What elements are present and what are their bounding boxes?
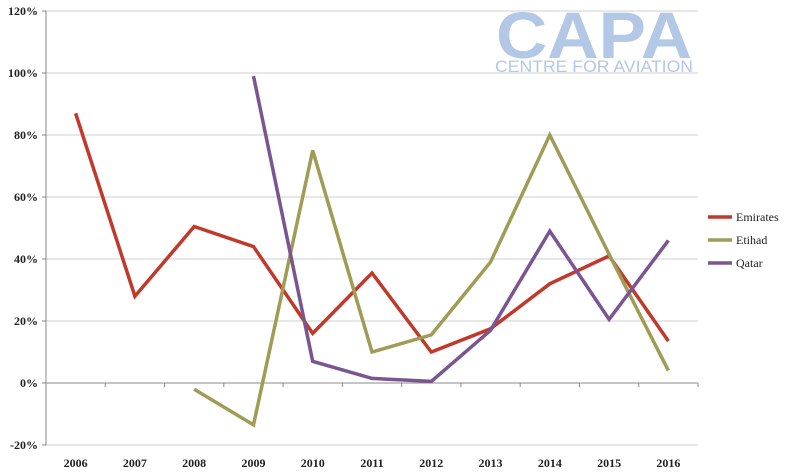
axes — [42, 10, 699, 446]
series-lines — [73, 75, 670, 428]
x-tick-label: 2010 — [301, 456, 325, 470]
x-tick-label: 2013 — [479, 456, 503, 470]
x-axis-ticks: 2006 2007 2008 2009 2010 2011 2012 2013 2014 2015… — [64, 456, 681, 470]
x-tick-label: 2012 — [419, 456, 443, 470]
legend-label-emirates: Emirates — [736, 210, 779, 224]
y-tick-label: -20% — [10, 438, 38, 452]
x-tick-label: 2009 — [241, 456, 265, 470]
y-tick-label: 80% — [14, 128, 38, 142]
y-axis-ticks: -20% 0% 20% 40% 60% 80% 100% 120% — [8, 4, 38, 452]
y-tick-label: 100% — [8, 66, 38, 80]
legend-label-qatar: Qatar — [736, 256, 763, 270]
x-tick-label: 2011 — [360, 456, 383, 470]
y-tick-label: 120% — [8, 4, 38, 18]
x-tick-label: 2006 — [64, 456, 88, 470]
series-line-etihad — [193, 130, 670, 428]
x-tick-label: 2007 — [123, 456, 147, 470]
gridlines — [46, 10, 698, 446]
y-tick-label: 40% — [14, 252, 38, 266]
y-tick-label: 20% — [14, 314, 38, 328]
y-tick-label: 0% — [20, 376, 38, 390]
y-tick-label: 60% — [14, 190, 38, 204]
legend-label-etihad: Etihad — [736, 233, 767, 247]
legend: Emirates Etihad Qatar — [708, 210, 779, 270]
x-tick-label: 2015 — [597, 456, 621, 470]
logo-main-text: CAPA — [496, 0, 692, 72]
series-line-qatar — [251, 75, 670, 384]
x-tick-label: 2014 — [538, 456, 562, 470]
capa-logo: CAPA CENTRE FOR AVIATION — [495, 0, 693, 76]
x-tick-label: 2016 — [656, 456, 680, 470]
series-line-emirates — [73, 112, 670, 355]
logo-sub-text: CENTRE FOR AVIATION — [495, 57, 693, 76]
x-tick-label: 2008 — [182, 456, 206, 470]
